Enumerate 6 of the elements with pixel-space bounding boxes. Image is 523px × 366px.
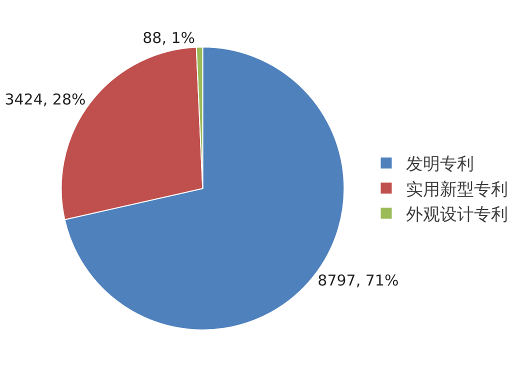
data-label: 3424, 28%	[4, 90, 86, 108]
data-label: 88, 1%	[142, 29, 196, 48]
legend-label: 外观设计专利	[406, 204, 508, 225]
legend-label: 实用新型专利	[406, 180, 508, 200]
data-label: 8797, 71%	[318, 271, 399, 290]
legend-label: 发明专利	[406, 154, 474, 175]
